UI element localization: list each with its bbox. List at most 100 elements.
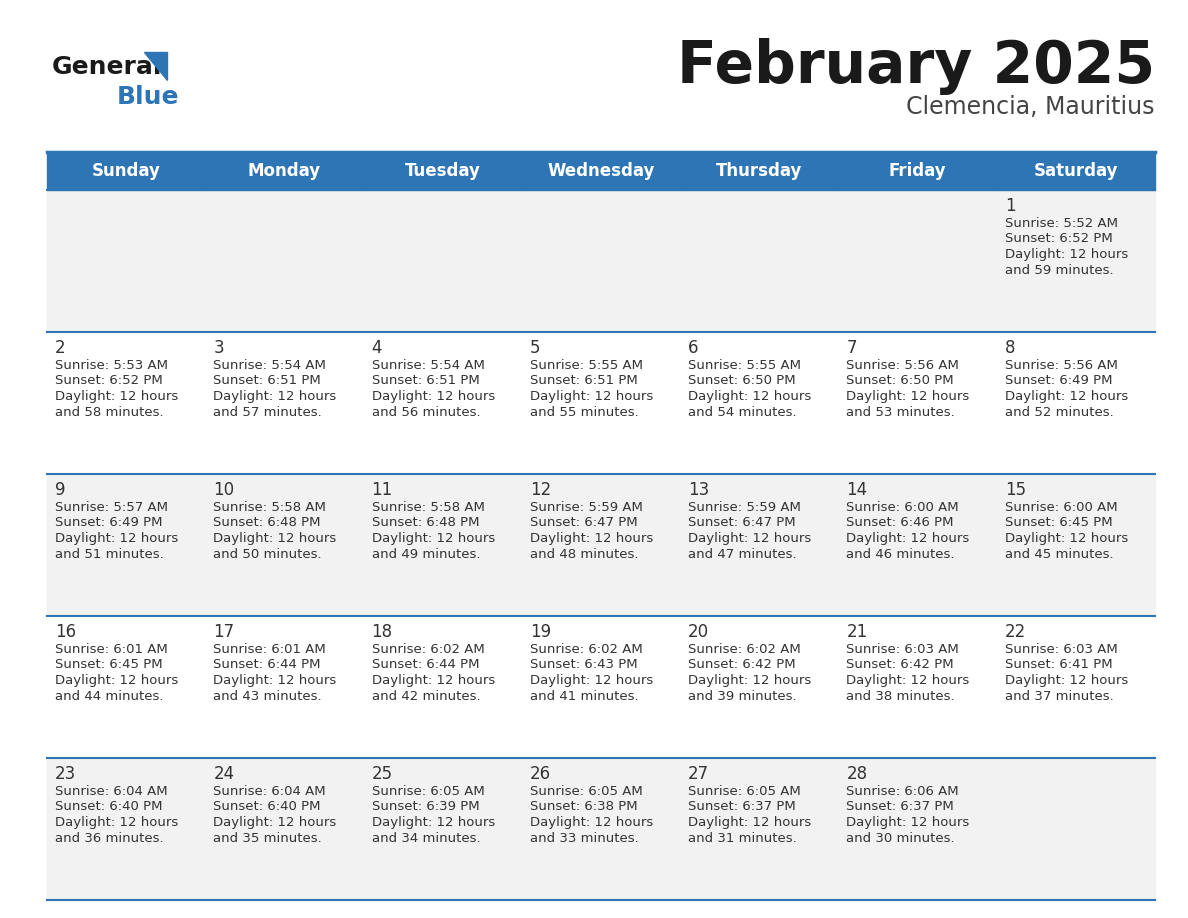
Bar: [681, 616, 839, 758]
Text: Daylight: 12 hours: Daylight: 12 hours: [688, 816, 811, 829]
Text: Sunrise: 6:05 AM: Sunrise: 6:05 AM: [688, 785, 801, 798]
Text: Sunrise: 6:00 AM: Sunrise: 6:00 AM: [846, 501, 959, 514]
Text: Sunrise: 6:01 AM: Sunrise: 6:01 AM: [55, 643, 168, 656]
Text: Daylight: 12 hours: Daylight: 12 hours: [688, 532, 811, 545]
Text: and 59 minutes.: and 59 minutes.: [1005, 263, 1113, 276]
Text: 11: 11: [372, 481, 393, 499]
Text: and 30 minutes.: and 30 minutes.: [846, 832, 955, 845]
Text: Friday: Friday: [889, 162, 947, 180]
Text: 4: 4: [372, 339, 383, 357]
Text: Daylight: 12 hours: Daylight: 12 hours: [214, 390, 336, 403]
Text: 6: 6: [688, 339, 699, 357]
Text: Daylight: 12 hours: Daylight: 12 hours: [530, 674, 653, 687]
Text: Sunset: 6:44 PM: Sunset: 6:44 PM: [372, 658, 479, 671]
Text: Daylight: 12 hours: Daylight: 12 hours: [55, 390, 178, 403]
Bar: [522, 332, 681, 474]
Text: February 2025: February 2025: [677, 38, 1155, 95]
Text: and 49 minutes.: and 49 minutes.: [372, 547, 480, 561]
Text: 9: 9: [55, 481, 65, 499]
Text: and 48 minutes.: and 48 minutes.: [530, 547, 638, 561]
Bar: [839, 190, 997, 332]
Text: 2: 2: [55, 339, 65, 357]
Text: 8: 8: [1005, 339, 1016, 357]
Text: Daylight: 12 hours: Daylight: 12 hours: [846, 816, 969, 829]
Bar: [206, 758, 364, 900]
Text: Sunrise: 5:53 AM: Sunrise: 5:53 AM: [55, 359, 168, 372]
Text: 21: 21: [846, 623, 867, 641]
Bar: [997, 758, 1155, 900]
Bar: [681, 152, 839, 190]
Text: Sunrise: 6:06 AM: Sunrise: 6:06 AM: [846, 785, 959, 798]
Text: Daylight: 12 hours: Daylight: 12 hours: [846, 674, 969, 687]
Bar: [364, 474, 522, 616]
Text: 10: 10: [214, 481, 234, 499]
Bar: [522, 152, 681, 190]
Text: and 37 minutes.: and 37 minutes.: [1005, 689, 1113, 702]
Text: and 56 minutes.: and 56 minutes.: [372, 406, 480, 419]
Text: Sunrise: 5:59 AM: Sunrise: 5:59 AM: [530, 501, 643, 514]
Bar: [48, 616, 206, 758]
Bar: [206, 616, 364, 758]
Text: Sunrise: 5:58 AM: Sunrise: 5:58 AM: [214, 501, 327, 514]
Text: Sunset: 6:37 PM: Sunset: 6:37 PM: [846, 800, 954, 813]
Text: and 39 minutes.: and 39 minutes.: [688, 689, 797, 702]
Text: Blue: Blue: [116, 85, 179, 109]
Text: Sunrise: 6:00 AM: Sunrise: 6:00 AM: [1005, 501, 1118, 514]
Bar: [997, 152, 1155, 190]
Text: Sunset: 6:37 PM: Sunset: 6:37 PM: [688, 800, 796, 813]
Text: Sunset: 6:51 PM: Sunset: 6:51 PM: [372, 375, 479, 387]
Text: Sunrise: 6:02 AM: Sunrise: 6:02 AM: [530, 643, 643, 656]
Text: 17: 17: [214, 623, 234, 641]
Text: Sunrise: 6:02 AM: Sunrise: 6:02 AM: [688, 643, 801, 656]
Text: Daylight: 12 hours: Daylight: 12 hours: [846, 390, 969, 403]
Text: and 47 minutes.: and 47 minutes.: [688, 547, 797, 561]
Text: Sunset: 6:42 PM: Sunset: 6:42 PM: [688, 658, 796, 671]
Text: and 53 minutes.: and 53 minutes.: [846, 406, 955, 419]
Text: Thursday: Thursday: [716, 162, 802, 180]
Text: Sunrise: 6:02 AM: Sunrise: 6:02 AM: [372, 643, 485, 656]
Text: Sunset: 6:38 PM: Sunset: 6:38 PM: [530, 800, 638, 813]
Text: Sunset: 6:42 PM: Sunset: 6:42 PM: [846, 658, 954, 671]
Text: Daylight: 12 hours: Daylight: 12 hours: [372, 816, 495, 829]
Text: and 46 minutes.: and 46 minutes.: [846, 547, 955, 561]
Bar: [522, 474, 681, 616]
Bar: [364, 152, 522, 190]
Text: Sunrise: 5:55 AM: Sunrise: 5:55 AM: [688, 359, 801, 372]
Text: Sunset: 6:45 PM: Sunset: 6:45 PM: [1005, 517, 1112, 530]
Text: 7: 7: [846, 339, 857, 357]
Bar: [839, 474, 997, 616]
Text: Sunset: 6:45 PM: Sunset: 6:45 PM: [55, 658, 163, 671]
Text: Daylight: 12 hours: Daylight: 12 hours: [530, 390, 653, 403]
Text: 22: 22: [1005, 623, 1026, 641]
Text: 20: 20: [688, 623, 709, 641]
Text: Daylight: 12 hours: Daylight: 12 hours: [372, 532, 495, 545]
Bar: [997, 616, 1155, 758]
Text: Daylight: 12 hours: Daylight: 12 hours: [1005, 390, 1127, 403]
Bar: [997, 190, 1155, 332]
Text: 5: 5: [530, 339, 541, 357]
Bar: [997, 474, 1155, 616]
Text: 18: 18: [372, 623, 393, 641]
Text: and 50 minutes.: and 50 minutes.: [214, 547, 322, 561]
Text: 14: 14: [846, 481, 867, 499]
Text: Sunset: 6:51 PM: Sunset: 6:51 PM: [530, 375, 638, 387]
Bar: [681, 332, 839, 474]
Text: and 57 minutes.: and 57 minutes.: [214, 406, 322, 419]
Text: and 44 minutes.: and 44 minutes.: [55, 689, 164, 702]
Text: 12: 12: [530, 481, 551, 499]
Text: Sunrise: 5:59 AM: Sunrise: 5:59 AM: [688, 501, 801, 514]
Text: Sunset: 6:48 PM: Sunset: 6:48 PM: [214, 517, 321, 530]
Text: and 31 minutes.: and 31 minutes.: [688, 832, 797, 845]
Text: 26: 26: [530, 765, 551, 783]
Text: and 41 minutes.: and 41 minutes.: [530, 689, 638, 702]
Text: Sunset: 6:40 PM: Sunset: 6:40 PM: [214, 800, 321, 813]
Text: Saturday: Saturday: [1034, 162, 1118, 180]
Text: Monday: Monday: [248, 162, 321, 180]
Text: Sunset: 6:41 PM: Sunset: 6:41 PM: [1005, 658, 1112, 671]
Text: Sunrise: 5:56 AM: Sunrise: 5:56 AM: [846, 359, 959, 372]
Bar: [839, 616, 997, 758]
Text: Sunrise: 5:56 AM: Sunrise: 5:56 AM: [1005, 359, 1118, 372]
Bar: [48, 474, 206, 616]
Bar: [997, 332, 1155, 474]
Text: Sunrise: 5:54 AM: Sunrise: 5:54 AM: [214, 359, 327, 372]
